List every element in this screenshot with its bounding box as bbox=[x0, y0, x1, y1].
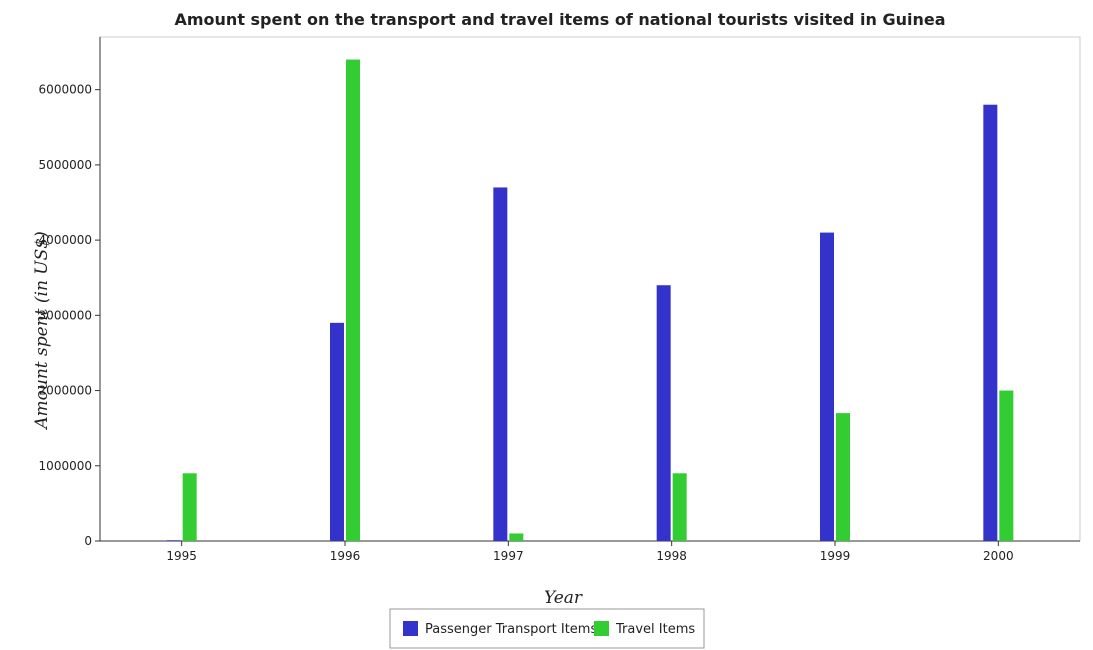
bar-passenger-transport-1996 bbox=[330, 322, 344, 541]
legend-label-passenger-transport: Passenger Transport Items bbox=[425, 622, 597, 637]
x-tick-label: 1999 bbox=[820, 549, 851, 563]
y-tick-label: 3000000 bbox=[39, 308, 92, 322]
x-tick-label: 1997 bbox=[493, 549, 524, 563]
plot-area bbox=[99, 36, 1081, 542]
chart-title: Amount spent on the transport and travel… bbox=[174, 10, 945, 29]
legend-swatch-passenger-transport bbox=[403, 621, 418, 636]
bar-travel-items-1998 bbox=[672, 473, 687, 541]
bar-passenger-transport-1999 bbox=[820, 232, 834, 541]
bar-passenger-transport-1995 bbox=[166, 540, 181, 541]
y-tick-label: 0 bbox=[84, 534, 92, 548]
y-tick-label: 5000000 bbox=[39, 158, 92, 172]
x-tick-label: 1998 bbox=[656, 549, 687, 563]
y-axis-label: Amount spent (in US$) bbox=[32, 231, 52, 430]
legend-label-travel-items: Travel Items bbox=[615, 622, 695, 637]
bars bbox=[166, 59, 1014, 542]
bar-passenger-transport-1998 bbox=[656, 285, 671, 541]
y-tick-label: 2000000 bbox=[39, 384, 92, 398]
x-axis-label: Year bbox=[544, 588, 583, 608]
bar-travel-items-1995 bbox=[182, 473, 197, 541]
bar-travel-items-1999 bbox=[836, 413, 850, 541]
bar-travel-items-1996 bbox=[346, 59, 360, 541]
legend-swatch-travel-items bbox=[594, 621, 609, 636]
bar-passenger-transport-2000 bbox=[983, 104, 998, 542]
x-axis: 1995 1996 1997 1998 1999 2000 bbox=[100, 540, 1080, 563]
y-axis: 0 1000000 2000000 3000000 4000000 5000000 6000… bbox=[39, 37, 101, 548]
legend: Passenger Transport Items Travel Items bbox=[389, 608, 705, 649]
y-tick-label: 4000000 bbox=[39, 233, 92, 247]
legend-box bbox=[389, 608, 705, 649]
y-tick-label: 1000000 bbox=[39, 459, 92, 473]
x-tick-label: 1995 bbox=[166, 549, 197, 563]
x-tick-label: 2000 bbox=[983, 549, 1014, 563]
x-tick-label: 1996 bbox=[330, 549, 361, 563]
bar-travel-items-2000 bbox=[999, 390, 1014, 541]
bar-travel-items-1997 bbox=[509, 533, 524, 541]
y-tick-label: 6000000 bbox=[39, 83, 92, 97]
bar-passenger-transport-1997 bbox=[493, 187, 508, 541]
